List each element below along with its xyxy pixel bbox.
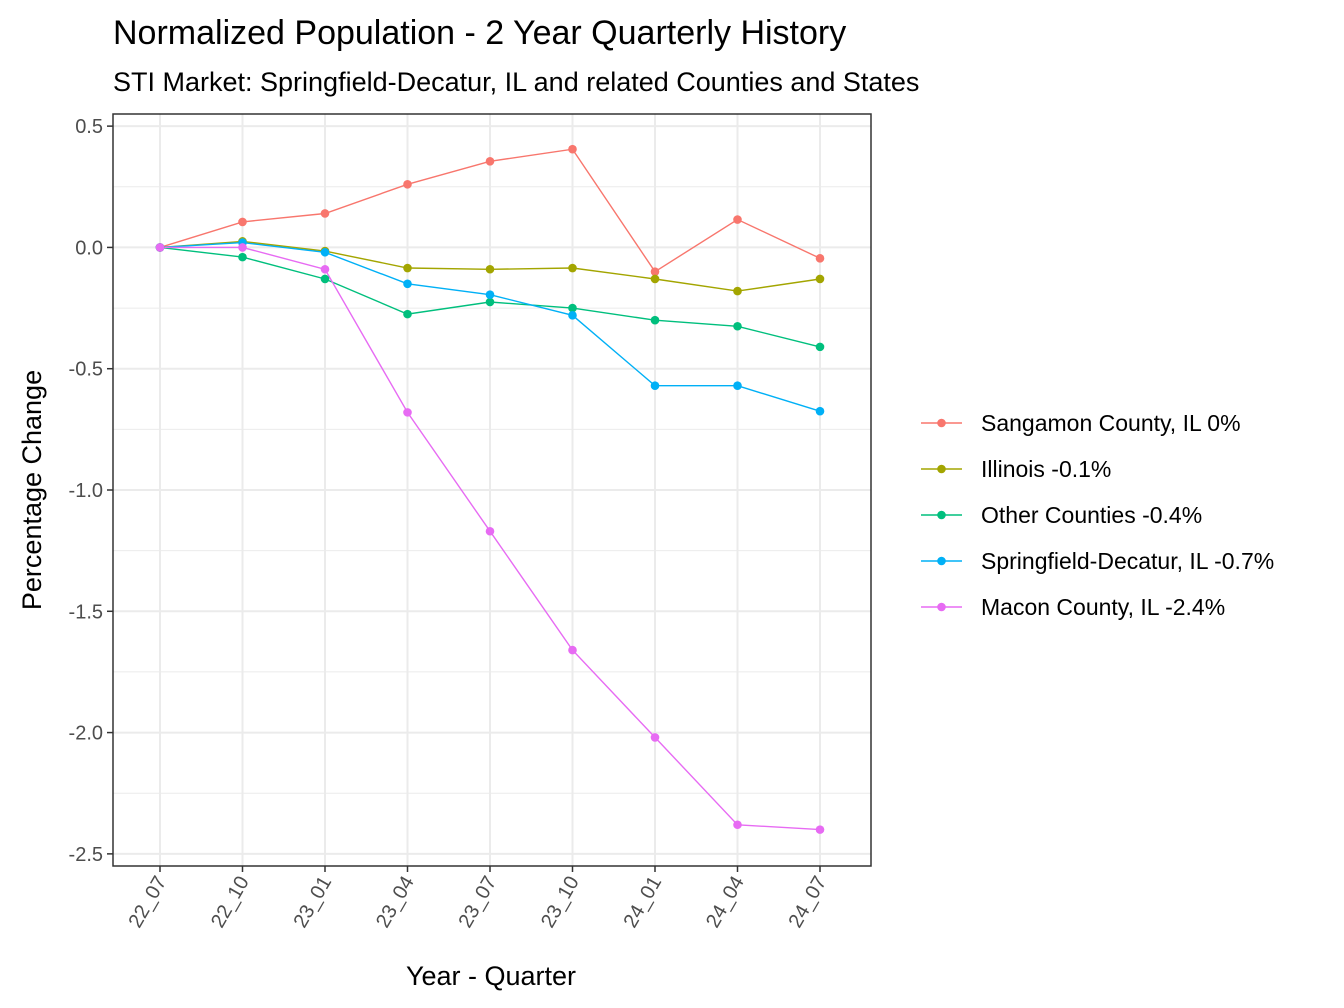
y-axis-title: Percentage Change — [17, 370, 47, 610]
x-tick-label: 23_04 — [372, 873, 419, 932]
data-point — [238, 243, 247, 252]
legend-label: Illinois -0.1% — [981, 456, 1111, 482]
series-points — [155, 144, 825, 834]
data-point — [650, 381, 660, 390]
x-tick-label: 23_01 — [289, 873, 336, 932]
y-tick-label: -2.0 — [69, 723, 103, 745]
data-point — [815, 254, 825, 263]
data-point — [733, 215, 742, 224]
x-tick-label: 23_10 — [537, 873, 584, 932]
y-tick-label: 0.0 — [75, 237, 103, 259]
data-point — [238, 252, 247, 262]
data-point — [403, 309, 412, 319]
data-point — [403, 180, 412, 189]
minor-gridlines — [113, 186, 871, 794]
data-point — [568, 311, 577, 320]
plot-panel — [112, 113, 872, 867]
data-point — [320, 274, 330, 284]
legend-label: Macon County, IL -2.4% — [981, 594, 1225, 620]
data-point — [485, 264, 495, 274]
legend-label: Springfield-Decatur, IL -0.7% — [981, 548, 1274, 574]
x-tick-label: 23_07 — [454, 873, 501, 932]
legend-key-point — [937, 510, 946, 520]
data-point — [485, 290, 495, 300]
data-point — [403, 263, 412, 273]
x-tick-label: 24_01 — [619, 873, 666, 932]
data-point — [403, 408, 412, 417]
x-axis-title: Year - Quarter — [406, 961, 576, 991]
x-tick-label: 22_07 — [124, 873, 171, 932]
x-axis: 22_07 22_10 23_01 23_04 23_07 23_10 24_01 24_04… — [124, 866, 831, 932]
y-tick-label: -2.5 — [69, 844, 103, 866]
data-point — [733, 381, 742, 390]
data-point — [815, 825, 825, 834]
data-point — [733, 286, 742, 296]
data-point — [815, 274, 825, 284]
data-point — [568, 144, 577, 154]
data-point — [650, 315, 660, 325]
legend-key-point — [937, 418, 946, 428]
y-tick-label: -0.5 — [69, 359, 103, 381]
data-point — [485, 297, 495, 307]
data-point — [568, 645, 577, 655]
legend-label: Sangamon County, IL 0% — [981, 410, 1241, 436]
y-axis: 0.5 0.0 -0.5 -1.0 -1.5 -2.0 -2.5 — [69, 116, 113, 866]
data-point — [815, 342, 825, 352]
chart-title: Normalized Population - 2 Year Quarterly… — [113, 14, 846, 52]
data-point — [485, 157, 495, 166]
legend-key-point — [937, 602, 946, 612]
data-point — [815, 406, 825, 416]
legend-key-point — [937, 556, 946, 566]
data-point — [403, 279, 412, 289]
data-point — [238, 217, 247, 227]
data-point — [320, 209, 330, 218]
data-point — [733, 321, 742, 331]
legend: Sangamon County, IL 0% Illinois -0.1% Othe… — [921, 410, 1274, 620]
x-tick-label: 24_07 — [784, 873, 831, 932]
data-point — [650, 733, 660, 742]
x-tick-label: 22_10 — [207, 873, 254, 932]
data-point — [320, 247, 330, 257]
data-point — [568, 303, 577, 313]
y-tick-label: 0.5 — [75, 116, 103, 138]
data-point — [733, 820, 742, 830]
data-point — [485, 526, 495, 536]
data-point — [155, 243, 165, 252]
legend-key-point — [937, 464, 946, 474]
x-tick-label: 24_04 — [702, 873, 749, 932]
data-point — [568, 263, 577, 273]
data-point — [650, 267, 660, 276]
data-point — [320, 264, 330, 274]
chart-subtitle: STI Market: Springfield-Decatur, IL and … — [113, 67, 919, 97]
legend-label: Other Counties -0.4% — [981, 502, 1202, 528]
y-tick-label: -1.0 — [69, 480, 103, 502]
y-tick-label: -1.5 — [69, 601, 103, 623]
data-point — [650, 274, 660, 284]
